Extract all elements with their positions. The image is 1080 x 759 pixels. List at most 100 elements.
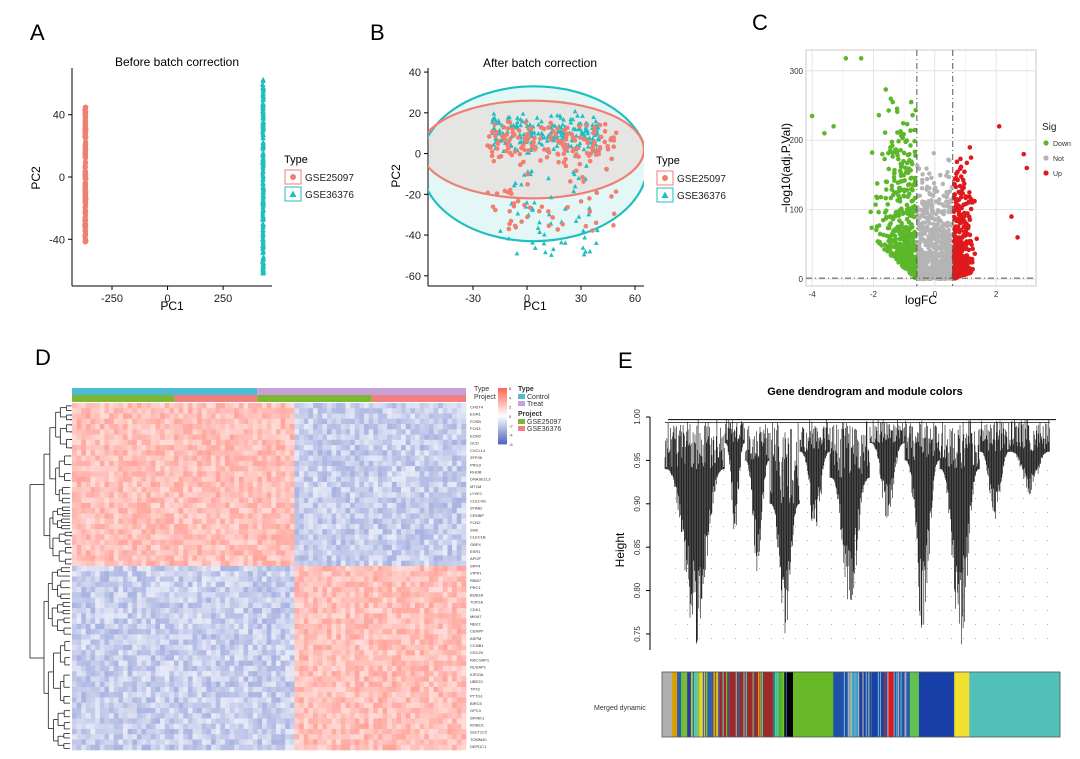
heatmap-cell [206,529,212,535]
heatmap-cell [313,539,318,546]
heatmap-cell [257,502,263,509]
heatmap-cell [331,408,337,414]
chart-c-point-not [922,266,927,272]
heatmap-cell [104,476,110,483]
heatmap-cell [313,487,318,493]
chart-b-point-gse25097 [598,134,604,140]
heatmap-cell [326,466,332,472]
heatmap-cell [262,429,267,435]
chart-b-point-gse25097 [588,151,594,157]
heatmap-cell [442,471,448,477]
heatmap-cell [438,513,444,519]
heatmap-cell [95,502,101,509]
chart-c-point-down [901,150,907,156]
heatmap-cell [326,513,332,519]
heatmap-cell [136,418,142,425]
heatmap-cell [428,523,434,530]
heatmap-cell [104,466,110,472]
panel-d: D CHST4EGR1FOSBFCN3ECM2GCDCXCL14ZFP36PRG… [29,345,561,751]
heatmap-cell [136,455,142,462]
heatmap-cell [461,492,467,498]
heatmap-cell [99,534,105,540]
heatmap-cell [118,408,124,414]
heatmap-cell [280,434,286,441]
heatmap-cell [118,439,124,446]
heatmap-cell [410,523,416,530]
chart-c-point-up [966,269,972,275]
heatmap-cell [359,413,365,420]
heatmap-cell [452,518,458,525]
heatmap-cell [438,497,444,504]
chart-c-point-up [959,212,964,218]
heatmap-cell [373,529,379,535]
heatmap-cell [368,466,374,472]
chart-c-point-not [920,211,926,216]
heatmap-cell [447,450,453,456]
heatmap-cell [262,471,267,477]
heatmap-cell [211,487,216,493]
heatmap-cell [359,445,365,451]
chart-c-point-down [898,147,903,153]
heatmap-cell [118,529,124,535]
chart-a-point-gse36376 [260,164,266,170]
heatmap-cell [303,523,309,530]
chart-c-point-down [883,216,889,221]
heatmap-cell [433,529,439,535]
chart-b-point-gse25097 [495,139,501,145]
heatmap-cell [197,450,203,456]
heatmap-cell [113,497,119,504]
heatmap-cell [354,455,360,462]
heatmap-cell [271,408,277,414]
heatmap-cell [150,481,156,488]
heatmap-cell [299,429,305,435]
heatmap-cell [308,476,314,483]
chart-c-point-not [925,201,931,207]
heatmap-cell [447,502,453,509]
heatmap-cell [377,518,383,525]
chart-b-point-gse36376 [491,111,497,116]
heatmap-cell [122,513,128,519]
heatmap-cell [81,408,87,414]
heatmap-cell [382,508,388,514]
heatmap-cell [299,413,305,420]
chart-b-point-gse25097 [515,198,521,204]
heatmap-cell [252,502,258,509]
chart-a-point-gse36376 [260,176,266,182]
heatmap-cell [461,513,467,519]
heatmap-cell [206,497,212,504]
chart-c-point-down [910,205,915,210]
heatmap-cell [377,403,383,409]
heatmap-cell [266,434,272,441]
chart-b-point-gse25097 [539,204,545,210]
heatmap-cell [266,413,272,420]
heatmap-cell [192,466,198,472]
chart-a-point-gse36376 [260,266,266,272]
heatmap-cell [132,513,138,519]
heatmap-cell [364,413,369,420]
chart-a-point-gse36376 [260,109,266,115]
chart-b-point-gse36376 [582,235,588,240]
chart-b-point-gse36376 [530,240,535,245]
heatmap-cell [197,534,203,540]
heatmap-cell [447,434,453,441]
chart-b-point-gse36376 [548,113,554,118]
heatmap-cell [336,492,342,498]
heatmap-cell [387,439,393,446]
heatmap-cell [373,487,379,493]
chart-c-point-up [968,206,974,212]
chart-c-point-up [996,124,1002,129]
heatmap-cell [438,539,444,546]
heatmap-cell [150,439,156,446]
heatmap-cell [252,408,258,414]
heatmap-cell [354,508,360,514]
heatmap-cell [224,513,230,519]
heatmap-cell [178,413,184,420]
chart-b-point-gse36376 [542,232,547,237]
chart-a-point-gse36376 [260,206,266,212]
heatmap-cell [266,408,272,414]
heatmap-cell [308,403,314,409]
chart-c-point-not [935,208,941,213]
heatmap-cell [456,529,462,535]
heatmap-cell [146,418,152,425]
heatmap-cell [72,418,77,425]
